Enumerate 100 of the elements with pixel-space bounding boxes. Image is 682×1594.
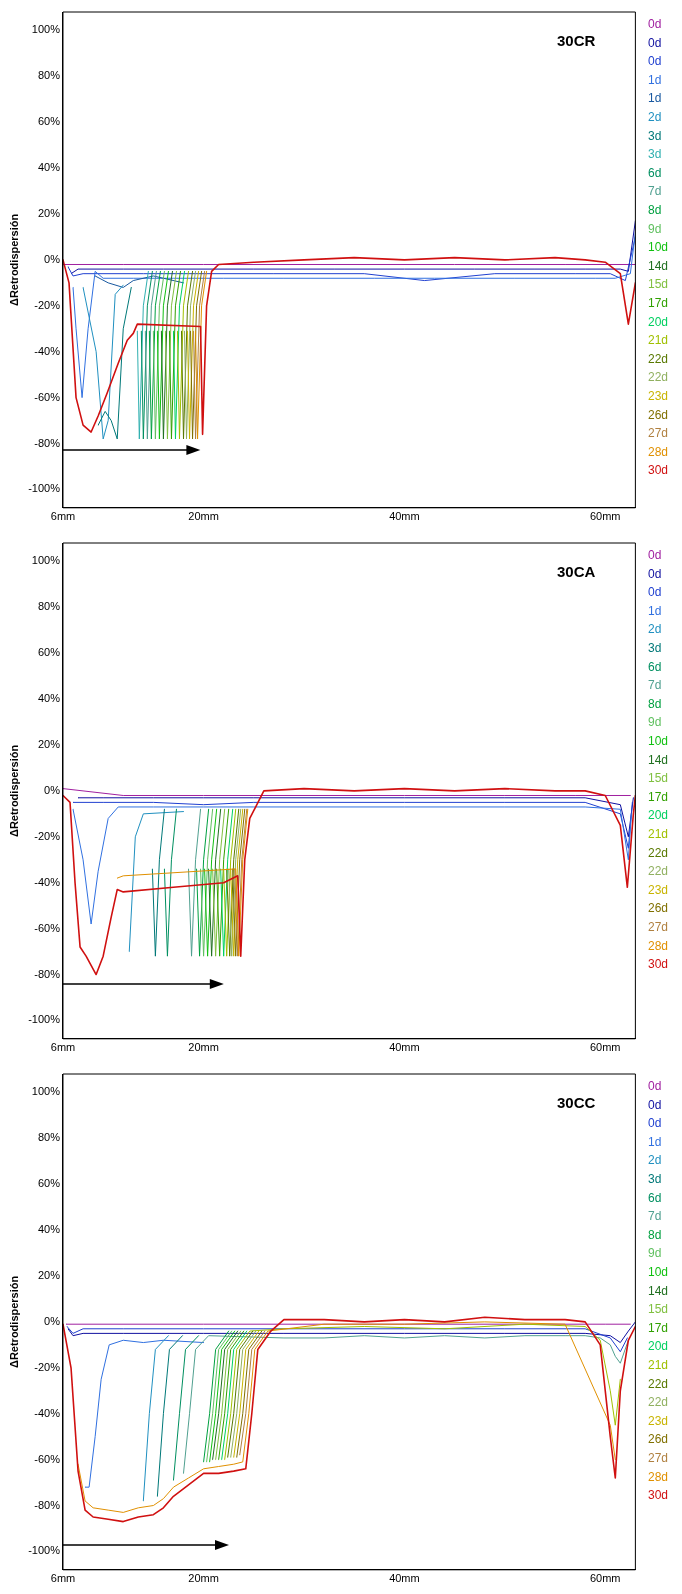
y-tick-label: 20% xyxy=(37,207,61,220)
y-tick-label: -20% xyxy=(34,1360,61,1373)
text: 22d xyxy=(647,1395,669,1410)
text: 27d xyxy=(647,919,669,934)
y-tick-label: -60% xyxy=(34,921,61,934)
text: 0d xyxy=(647,1116,662,1131)
x-tick-label: 60mm xyxy=(589,510,621,523)
x-tick-label: 60mm xyxy=(589,1572,621,1585)
y-tick-label: 40% xyxy=(37,1223,61,1236)
text: 15d xyxy=(647,277,669,292)
x-tick-label: 20mm xyxy=(188,510,219,523)
text: 17d xyxy=(647,789,669,804)
y-tick-label: -40% xyxy=(34,344,61,357)
text: 30CA xyxy=(557,563,596,581)
text: 7d xyxy=(647,678,662,693)
y-tick-label: -40% xyxy=(34,875,61,888)
y-tick-label: -80% xyxy=(34,967,61,980)
text: 26d xyxy=(647,901,669,916)
text: 26d xyxy=(647,1432,669,1447)
x-tick-label: 6mm xyxy=(50,1041,76,1054)
text: 10d xyxy=(647,240,669,255)
text: 23d xyxy=(647,388,669,403)
y-tick-label: 60% xyxy=(37,115,61,128)
text: 9d xyxy=(647,1246,662,1261)
text: 27d xyxy=(647,1450,669,1465)
text: 22d xyxy=(647,1376,669,1391)
text: 28d xyxy=(647,444,669,459)
text: 1d xyxy=(647,1134,662,1149)
text: 8d xyxy=(647,1227,662,1242)
text: 6d xyxy=(647,165,662,180)
text: 6d xyxy=(647,659,662,674)
y-tick-label: 20% xyxy=(37,738,61,751)
text: 17d xyxy=(647,1320,669,1335)
text: 2d xyxy=(647,1153,662,1168)
y-tick-label: 100% xyxy=(31,1085,61,1098)
text: 7d xyxy=(647,1209,662,1224)
text: 20d xyxy=(647,1339,669,1354)
y-tick-label: -100% xyxy=(28,482,61,495)
text: 30d xyxy=(647,463,669,478)
text: 21d xyxy=(647,1357,669,1372)
x-tick-label: 20mm xyxy=(188,1041,219,1054)
y-tick-label: 80% xyxy=(37,1131,61,1144)
text: 1d xyxy=(647,603,662,618)
text: 14d xyxy=(647,752,669,767)
y-tick-label: 40% xyxy=(37,161,61,174)
text: 30d xyxy=(647,957,669,972)
text: 27d xyxy=(647,426,669,441)
text: 0d xyxy=(647,35,662,50)
text: 15d xyxy=(647,771,669,786)
x-tick-label: 40mm xyxy=(389,1572,420,1585)
y-tick-label: -40% xyxy=(34,1406,61,1419)
y-tick-label: -100% xyxy=(28,1544,61,1557)
y-tick-label: 100% xyxy=(31,23,61,36)
text: 3d xyxy=(647,147,662,162)
y-tick-label: -20% xyxy=(34,829,61,842)
text: 20d xyxy=(647,314,669,329)
text: 26d xyxy=(647,407,669,422)
text: 14d xyxy=(647,1283,669,1298)
y-axis-title: ΔRetrodispersión xyxy=(7,1275,20,1369)
text: 22d xyxy=(647,845,669,860)
text: 20d xyxy=(647,808,669,823)
text: 10d xyxy=(647,733,669,748)
text: 2d xyxy=(647,109,662,124)
y-tick-label: 80% xyxy=(37,69,61,82)
text: 1d xyxy=(647,72,662,87)
text: 8d xyxy=(647,696,662,711)
text: 8d xyxy=(647,202,662,217)
y-axis-title: ΔRetrodispersión xyxy=(7,213,20,307)
text: 3d xyxy=(647,128,662,143)
text: 0d xyxy=(647,16,662,31)
y-tick-label: 0% xyxy=(44,1314,61,1327)
text: 10d xyxy=(647,1264,669,1279)
text: 9d xyxy=(647,221,662,236)
y-tick-label: -20% xyxy=(34,298,61,311)
text: 17d xyxy=(647,295,669,310)
text: 15d xyxy=(647,1302,669,1317)
y-tick-label: 60% xyxy=(37,1177,61,1190)
text: 14d xyxy=(647,258,669,273)
x-tick-label: 60mm xyxy=(589,1041,621,1054)
x-tick-label: 40mm xyxy=(389,1041,420,1054)
y-tick-label: 40% xyxy=(37,692,61,705)
text: 1d xyxy=(647,91,662,106)
y-tick-label: -80% xyxy=(34,1498,61,1511)
y-tick-label: -100% xyxy=(28,1013,61,1026)
text: 23d xyxy=(647,1413,669,1428)
text: 22d xyxy=(647,351,669,366)
text: 28d xyxy=(647,1469,669,1484)
text: 0d xyxy=(647,1097,662,1112)
text: 28d xyxy=(647,938,669,953)
text: 23d xyxy=(647,882,669,897)
text: 2d xyxy=(647,622,662,637)
text: 7d xyxy=(647,184,662,199)
y-tick-label: 60% xyxy=(37,646,61,659)
text: 30CC xyxy=(557,1094,596,1112)
text: 30CR xyxy=(557,32,596,50)
y-tick-label: 80% xyxy=(37,600,61,613)
text: 3d xyxy=(647,640,662,655)
y-tick-label: -80% xyxy=(34,436,61,449)
y-axis-title: ΔRetrodispersión xyxy=(7,744,20,838)
text: 0d xyxy=(647,566,662,581)
